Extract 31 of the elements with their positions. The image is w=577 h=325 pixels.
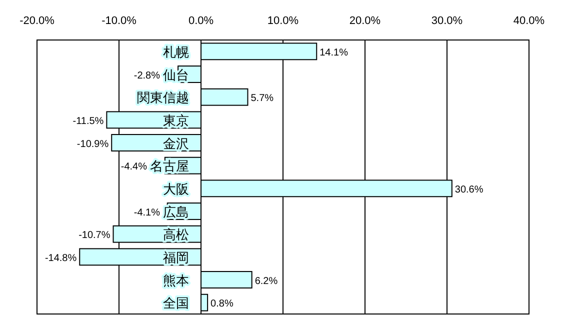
y-tick-label: 全国: [163, 296, 189, 311]
data-label: 0.8%: [210, 298, 234, 310]
x-tick-label: -20.0%: [20, 15, 55, 27]
data-label: -10.7%: [78, 230, 110, 242]
data-label: -2.8%: [134, 70, 160, 82]
x-tick-label: -10.0%: [102, 15, 137, 27]
x-tick-label: 30.0%: [431, 15, 463, 27]
x-tick-label: 40.0%: [513, 15, 545, 27]
bar: [200, 271, 252, 288]
data-label: 6.2%: [254, 276, 278, 287]
y-tick-label: 大阪: [163, 181, 189, 196]
bar: [200, 294, 208, 312]
data-label: -10.9%: [76, 138, 109, 150]
data-label: -11.5%: [72, 116, 104, 127]
data-label: 30.6%: [454, 184, 484, 196]
y-tick-label: 札幌: [163, 44, 189, 60]
y-tick-label: 高松: [163, 227, 189, 242]
y-tick-label: 東京: [163, 112, 189, 128]
y-tick-label: 金沢: [163, 136, 189, 151]
data-label: -4.4%: [120, 162, 148, 173]
x-tick-label: 10.0%: [267, 15, 299, 27]
x-tick-label: 20.0%: [349, 15, 381, 27]
bar: [200, 88, 248, 106]
data-label: 5.7%: [250, 93, 274, 104]
data-label: -14.8%: [44, 252, 77, 264]
y-tick-label: 福岡: [163, 250, 189, 265]
data-label: -4.1%: [134, 207, 160, 218]
data-label: 14.1%: [320, 47, 348, 58]
x-tick-label: 0.0%: [188, 15, 214, 27]
y-tick-label: 関東信越: [137, 90, 189, 106]
y-tick-label: 熊本: [163, 272, 189, 288]
